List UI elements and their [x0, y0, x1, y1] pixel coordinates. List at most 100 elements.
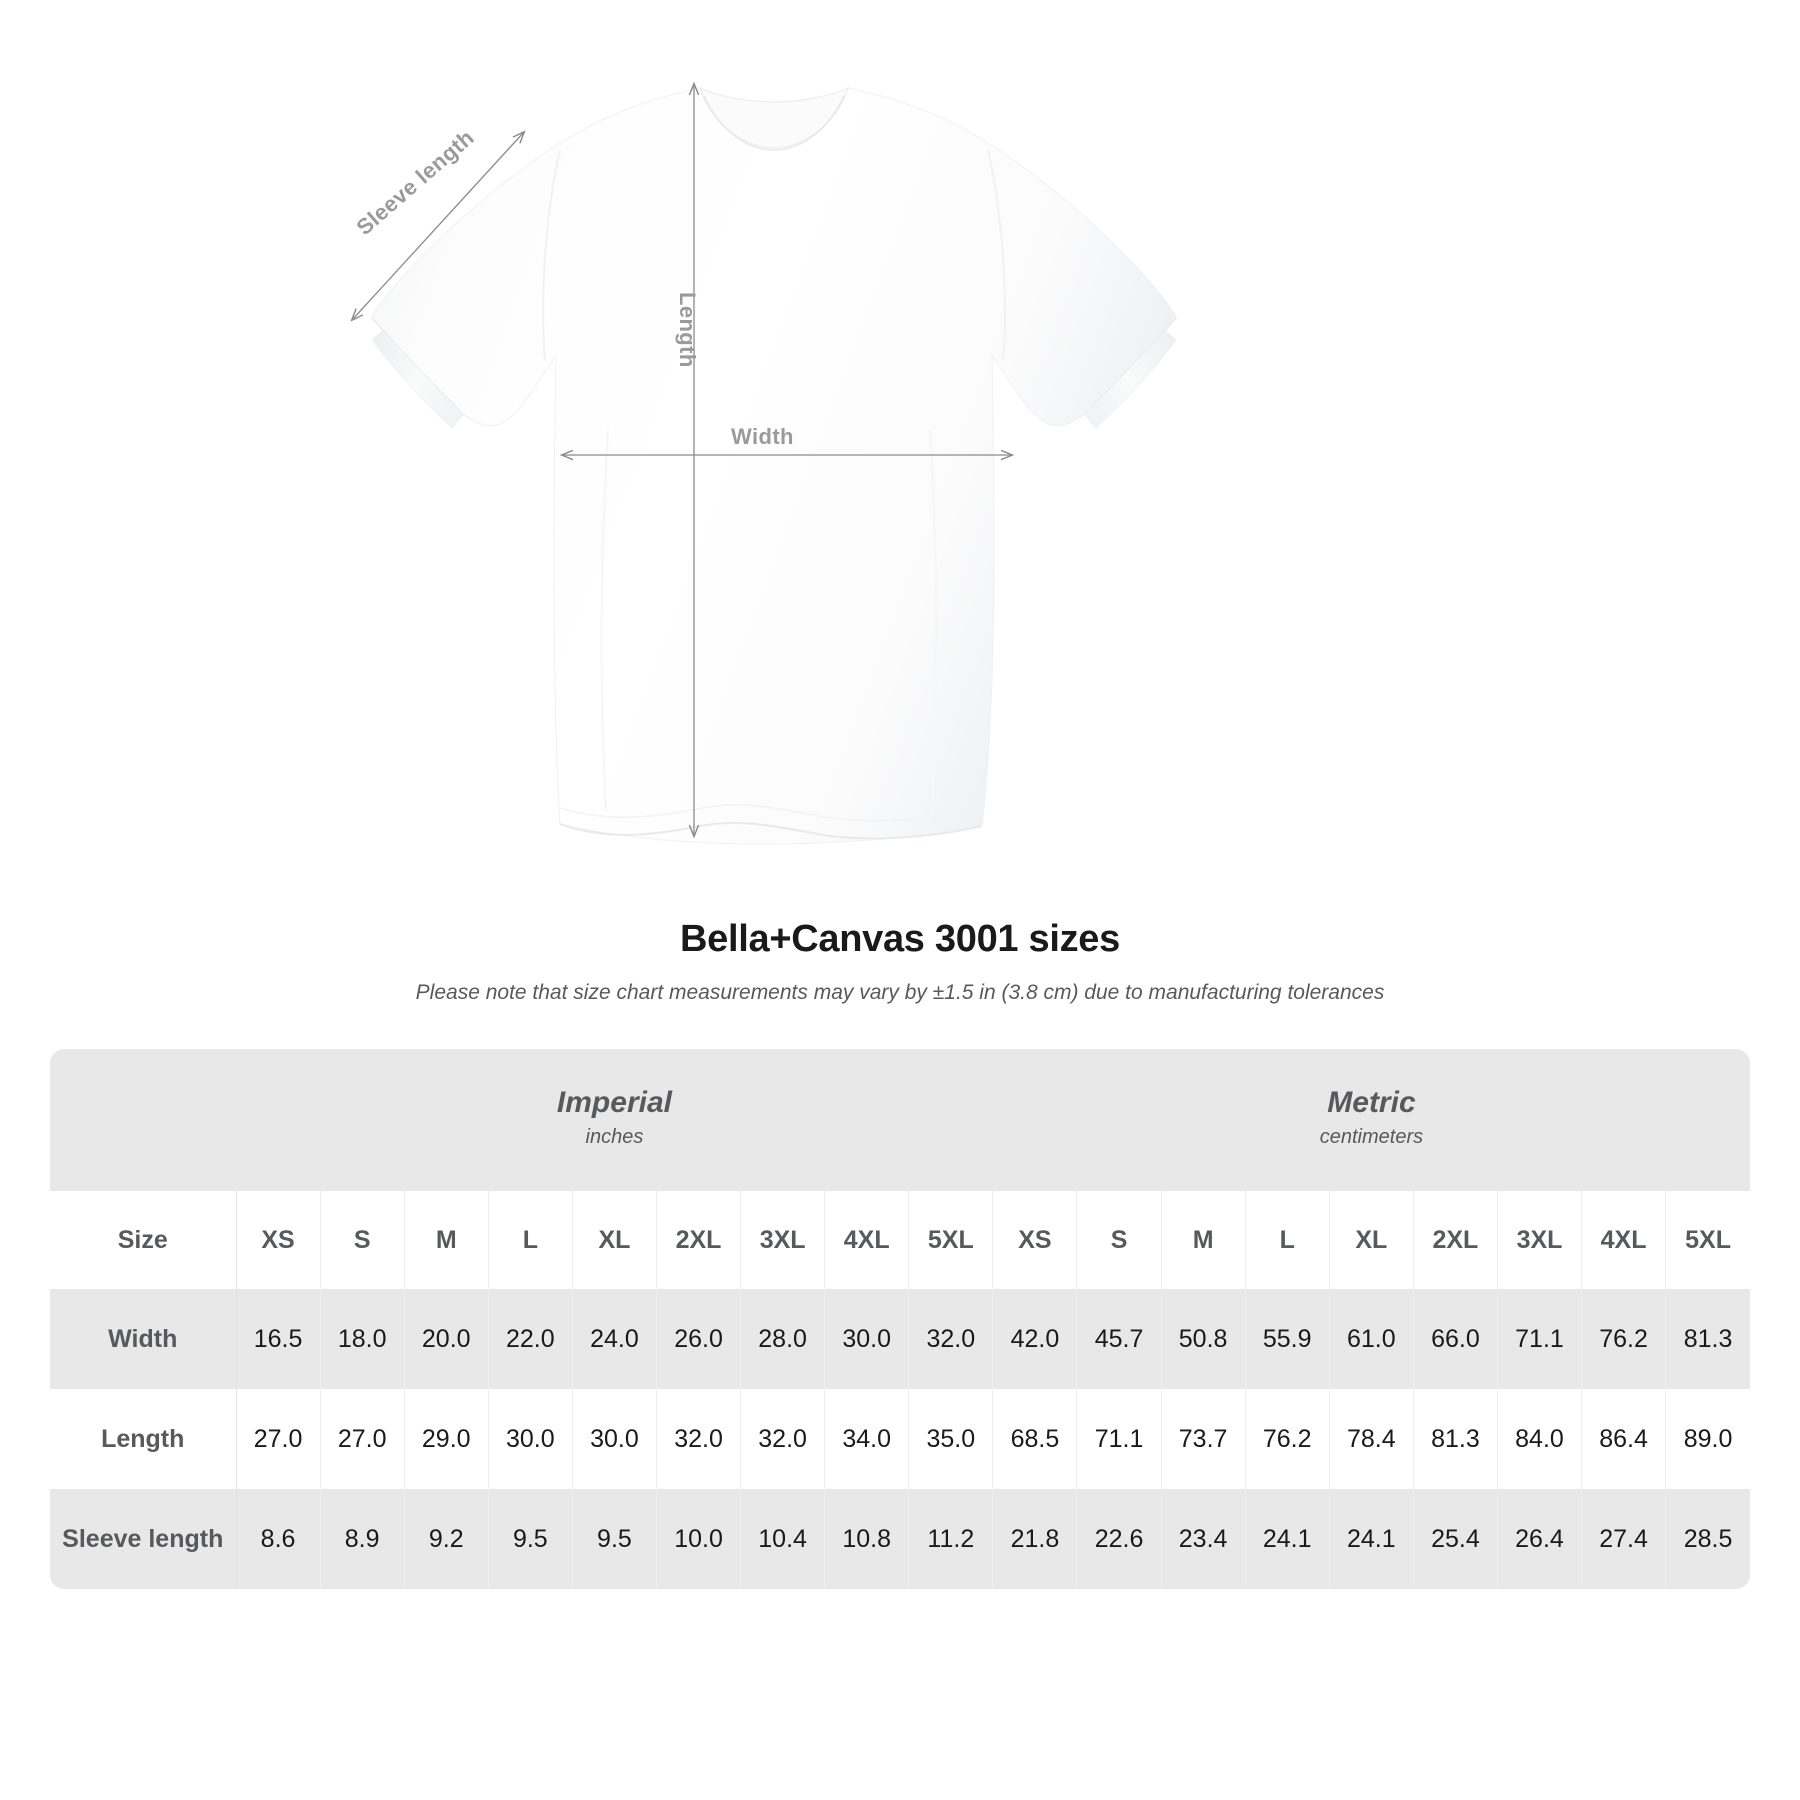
- unit-metric-sub: centimeters: [1319, 1125, 1424, 1148]
- size-header-label: Size: [50, 1191, 237, 1289]
- unit-metric-cell: Metric centimeters: [992, 1049, 1750, 1191]
- cell-length-metric-5xl: 89.0: [1665, 1389, 1750, 1489]
- cell-width-imperial-2xl: 26.0: [656, 1289, 742, 1389]
- size-header-metric-xl: XL: [1329, 1191, 1414, 1289]
- row-label-width: Width: [50, 1289, 237, 1389]
- cell-width-imperial-4xl: 30.0: [824, 1289, 910, 1389]
- size-header-imperial-xl: XL: [572, 1191, 657, 1289]
- unit-imperial-sub: inches: [585, 1125, 644, 1148]
- cell-width-metric-xs: 42.0: [992, 1289, 1078, 1389]
- size-header-imperial-xs: XS: [236, 1191, 321, 1289]
- cell-length-metric-s: 71.1: [1076, 1389, 1162, 1489]
- cell-sleeve-metric-xs: 21.8: [992, 1489, 1078, 1589]
- cell-sleeve-metric-2xl: 25.4: [1413, 1489, 1498, 1589]
- table-row: Length 27.0 27.0 29.0 30.0 30.0 32.0 32.…: [50, 1389, 1750, 1489]
- size-header-imperial-2xl: 2XL: [656, 1191, 742, 1289]
- cell-length-imperial-l: 30.0: [488, 1389, 573, 1489]
- row-label-sleeve-length: Sleeve length: [50, 1489, 237, 1589]
- cell-width-imperial-l: 22.0: [488, 1289, 573, 1389]
- cell-sleeve-imperial-m: 9.2: [404, 1489, 489, 1589]
- cell-width-metric-3xl: 71.1: [1497, 1289, 1583, 1389]
- size-header-metric-s: S: [1076, 1191, 1162, 1289]
- cell-sleeve-imperial-l: 9.5: [488, 1489, 573, 1589]
- cell-width-metric-m: 50.8: [1161, 1289, 1246, 1389]
- size-header-metric-4xl: 4XL: [1581, 1191, 1667, 1289]
- size-header-metric-3xl: 3XL: [1497, 1191, 1583, 1289]
- sleeve-length-arrow: [352, 132, 524, 320]
- cell-length-imperial-3xl: 32.0: [740, 1389, 826, 1489]
- page-subtitle: Please note that size chart measurements…: [415, 981, 1385, 1004]
- cell-width-metric-l: 55.9: [1245, 1289, 1330, 1389]
- cell-width-metric-4xl: 76.2: [1581, 1289, 1667, 1389]
- cell-length-metric-xl: 78.4: [1329, 1389, 1414, 1489]
- unit-corner-cell: [50, 1049, 237, 1191]
- cell-length-imperial-xl: 30.0: [572, 1389, 657, 1489]
- size-table-body: Imperial inches Metric centimeters Size …: [50, 1049, 1750, 1589]
- table-row: Sleeve length 8.6 8.9 9.2 9.5 9.5 10.0 1…: [50, 1489, 1750, 1589]
- cell-sleeve-metric-s: 22.6: [1076, 1489, 1162, 1589]
- unit-metric-name: Metric: [1327, 1086, 1416, 1120]
- cell-length-imperial-4xl: 34.0: [824, 1389, 910, 1489]
- cell-width-metric-xl: 61.0: [1329, 1289, 1414, 1389]
- cell-length-imperial-s: 27.0: [320, 1389, 405, 1489]
- size-header-metric-m: M: [1161, 1191, 1246, 1289]
- width-label: Width: [731, 424, 794, 449]
- cell-sleeve-metric-l: 24.1: [1245, 1489, 1330, 1589]
- size-header-imperial-l: L: [488, 1191, 573, 1289]
- row-label-length: Length: [50, 1389, 237, 1489]
- cell-sleeve-metric-3xl: 26.4: [1497, 1489, 1583, 1589]
- unit-header-row: Imperial inches Metric centimeters: [50, 1049, 1750, 1191]
- cell-sleeve-imperial-xs: 8.6: [236, 1489, 321, 1589]
- cell-sleeve-imperial-xl: 9.5: [572, 1489, 657, 1589]
- cell-sleeve-imperial-3xl: 10.4: [740, 1489, 826, 1589]
- cell-width-metric-s: 45.7: [1076, 1289, 1162, 1389]
- cell-length-imperial-5xl: 35.0: [908, 1389, 994, 1489]
- cell-length-metric-4xl: 86.4: [1581, 1389, 1667, 1489]
- cell-length-metric-2xl: 81.3: [1413, 1389, 1498, 1489]
- size-header-metric-5xl: 5XL: [1665, 1191, 1750, 1289]
- cell-sleeve-metric-5xl: 28.5: [1665, 1489, 1750, 1589]
- size-header-metric-l: L: [1245, 1191, 1330, 1289]
- cell-length-metric-l: 76.2: [1245, 1389, 1330, 1489]
- cell-width-imperial-m: 20.0: [404, 1289, 489, 1389]
- cell-width-imperial-3xl: 28.0: [740, 1289, 826, 1389]
- cell-width-imperial-s: 18.0: [320, 1289, 405, 1389]
- unit-imperial-cell: Imperial inches: [236, 1049, 993, 1191]
- tshirt-illustration-svg: [0, 0, 1177, 845]
- cell-sleeve-metric-xl: 24.1: [1329, 1489, 1414, 1589]
- cell-width-imperial-xl: 24.0: [572, 1289, 657, 1389]
- size-header-metric-2xl: 2XL: [1413, 1191, 1498, 1289]
- cell-width-imperial-5xl: 32.0: [908, 1289, 994, 1389]
- tshirt-diagram: Sleeve length Length Width: [0, 0, 1177, 845]
- tshirt-body-shape: [371, 86, 1177, 845]
- cell-length-imperial-xs: 27.0: [236, 1389, 321, 1489]
- size-table: Imperial inches Metric centimeters Size …: [50, 1049, 1750, 1589]
- cell-length-metric-xs: 68.5: [992, 1389, 1078, 1489]
- cell-width-metric-5xl: 81.3: [1665, 1289, 1750, 1389]
- page-title: Bella+Canvas 3001 sizes: [680, 918, 1120, 960]
- size-header-imperial-5xl: 5XL: [908, 1191, 994, 1289]
- cell-sleeve-imperial-s: 8.9: [320, 1489, 405, 1589]
- cell-sleeve-imperial-5xl: 11.2: [908, 1489, 994, 1589]
- unit-imperial-name: Imperial: [556, 1086, 672, 1120]
- size-header-imperial-4xl: 4XL: [824, 1191, 910, 1289]
- table-row: Width 16.5 18.0 20.0 22.0 24.0 26.0 28.0…: [50, 1289, 1750, 1389]
- cell-length-metric-m: 73.7: [1161, 1389, 1246, 1489]
- size-header-imperial-3xl: 3XL: [740, 1191, 826, 1289]
- size-header-metric-xs: XS: [992, 1191, 1078, 1289]
- cell-sleeve-imperial-2xl: 10.0: [656, 1489, 742, 1589]
- cell-length-imperial-m: 29.0: [404, 1389, 489, 1489]
- cell-length-metric-3xl: 84.0: [1497, 1389, 1583, 1489]
- measurement-lines: [352, 84, 1012, 836]
- cell-width-metric-2xl: 66.0: [1413, 1289, 1498, 1389]
- cell-sleeve-metric-4xl: 27.4: [1581, 1489, 1667, 1589]
- cell-length-imperial-2xl: 32.0: [656, 1389, 742, 1489]
- size-header-imperial-s: S: [320, 1191, 405, 1289]
- cell-width-imperial-xs: 16.5: [236, 1289, 321, 1389]
- size-header-row: Size XS S M L XL 2XL 3XL 4XL 5XL XS S M …: [50, 1191, 1750, 1289]
- cell-sleeve-metric-m: 23.4: [1161, 1489, 1246, 1589]
- size-table-container: Imperial inches Metric centimeters Size …: [50, 1049, 1750, 1589]
- length-label: Length: [675, 292, 700, 368]
- size-header-imperial-m: M: [404, 1191, 489, 1289]
